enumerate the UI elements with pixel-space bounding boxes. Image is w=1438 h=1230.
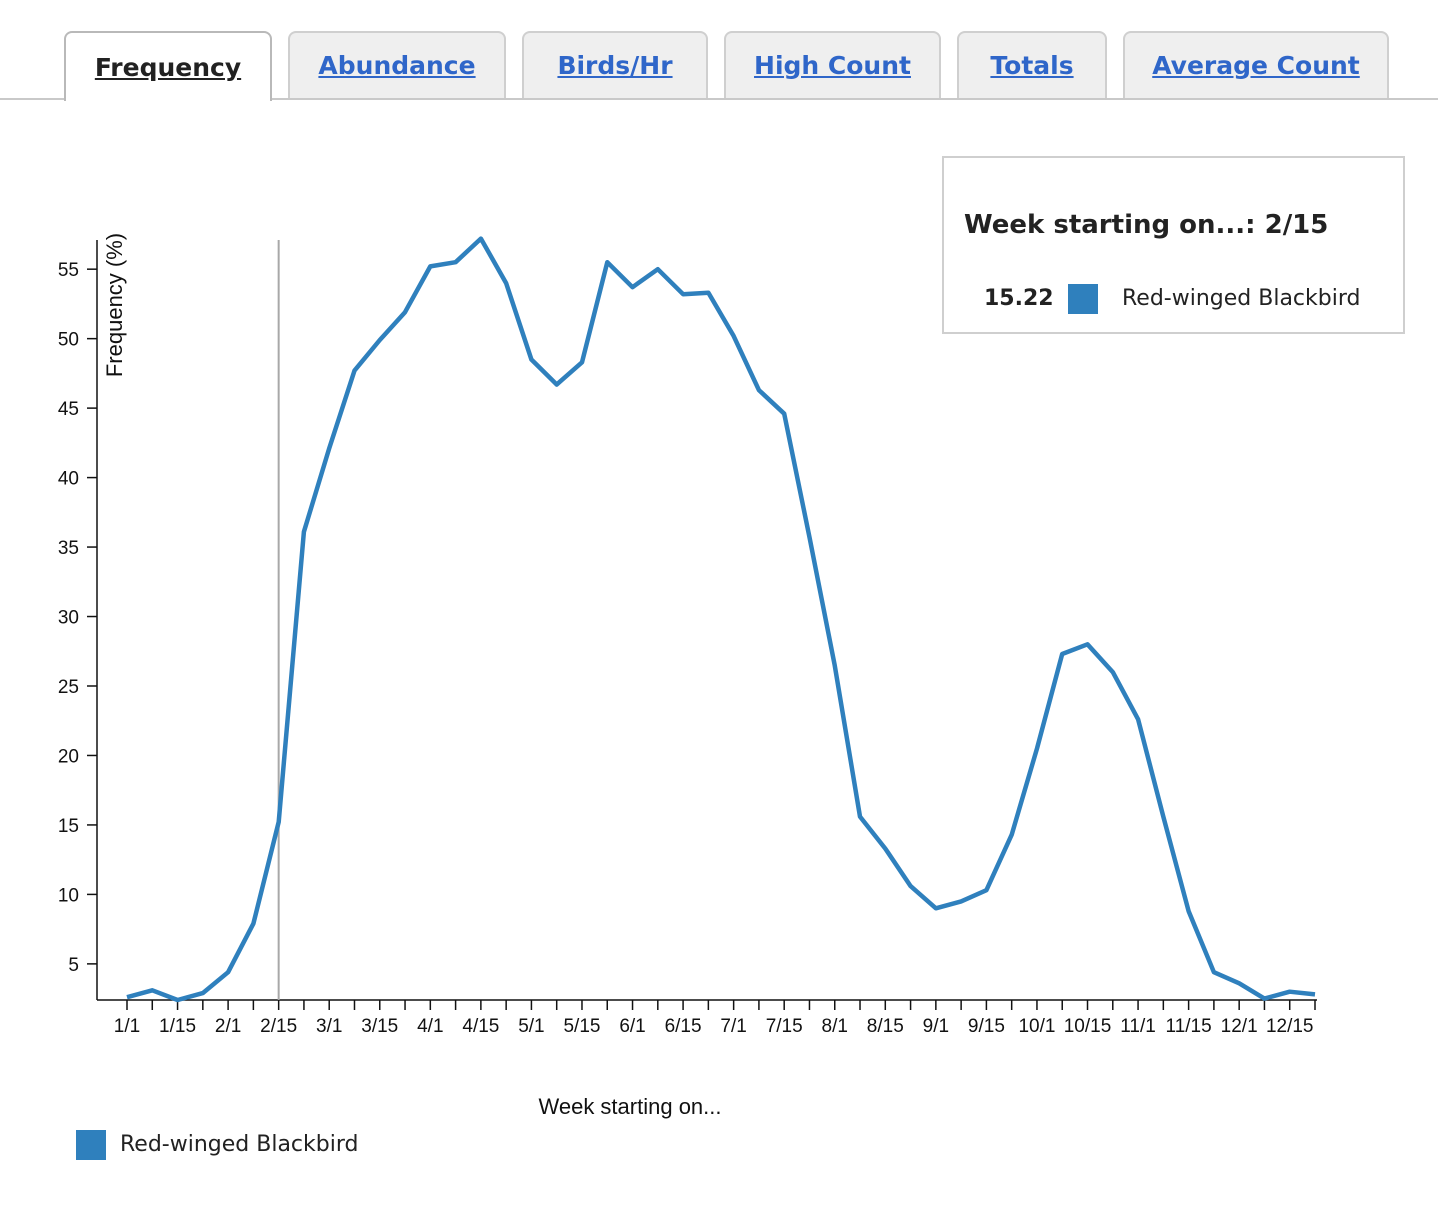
x-tick-label: 3/1 <box>316 1016 342 1037</box>
x-tick-label: 6/15 <box>665 1016 702 1037</box>
tab-frequency[interactable]: Frequency <box>64 31 272 101</box>
x-tick-label: 10/1 <box>1018 1016 1055 1037</box>
tab-high-count[interactable]: High Count <box>724 31 941 98</box>
y-axis-title: Frequency (%) <box>102 233 127 377</box>
x-tick-label: 8/1 <box>822 1016 848 1037</box>
x-tick-label: 11/1 <box>1120 1016 1156 1037</box>
tab-bar: Frequency Abundance Birds/Hr High Count … <box>0 0 1438 101</box>
y-tick-label: 15 <box>58 816 79 837</box>
tab-divider <box>0 98 1438 100</box>
x-tick-label: 10/15 <box>1064 1016 1112 1037</box>
x-tick-label: 6/1 <box>619 1016 645 1037</box>
tooltip-title: Week starting on...: 2/15 <box>964 210 1329 240</box>
y-tick-label: 40 <box>58 469 79 490</box>
hover-tooltip: Week starting on...: 2/15 15.22 Red-wing… <box>942 156 1405 334</box>
tooltip-color-swatch <box>1068 284 1098 314</box>
x-axis-title: Week starting on... <box>538 1094 721 1119</box>
x-tick-label: 7/1 <box>720 1016 746 1037</box>
tooltip-series-name: Red-winged Blackbird <box>1122 286 1361 311</box>
x-tick-label: 3/15 <box>361 1016 398 1037</box>
y-tick-label: 20 <box>58 746 79 767</box>
x-tick-label: 5/1 <box>518 1016 544 1037</box>
x-tick-label: 11/15 <box>1166 1016 1212 1037</box>
x-tick-label: 4/15 <box>462 1016 499 1037</box>
y-tick-label: 10 <box>58 885 79 906</box>
x-tick-label: 12/1 <box>1221 1016 1258 1037</box>
tab-abundance[interactable]: Abundance <box>288 31 506 98</box>
x-tick-label: 1/15 <box>159 1016 196 1037</box>
tab-average-count[interactable]: Average Count <box>1123 31 1389 98</box>
x-tick-label: 2/1 <box>215 1016 241 1037</box>
legend-color-swatch <box>76 1130 106 1160</box>
y-tick-label: 55 <box>58 260 79 281</box>
y-axis: 5 10 15 20 25 30 35 40 45 50 55 <box>58 240 98 1000</box>
y-tick-label: 25 <box>58 677 79 698</box>
x-tick-label: 5/15 <box>563 1016 600 1037</box>
x-tick-label: 4/1 <box>417 1016 443 1037</box>
x-tick-label: 2/15 <box>260 1016 297 1037</box>
x-tick-label: 9/1 <box>923 1016 949 1037</box>
tooltip-value: 15.22 <box>984 286 1054 311</box>
series-line-red-winged-blackbird <box>126 236 1316 1003</box>
y-tick-label: 30 <box>58 608 79 629</box>
tab-totals[interactable]: Totals <box>957 31 1107 98</box>
y-tick-label: 50 <box>58 330 79 351</box>
y-tick-label: 35 <box>58 538 79 559</box>
x-axis: 1/1 1/15 2/1 2/15 3/1 3/15 4/1 4/15 5/1 5/15 6/1 6/… <box>97 999 1317 1037</box>
x-tick-label: 8/15 <box>867 1016 904 1037</box>
legend-label: Red-winged Blackbird <box>120 1132 359 1157</box>
y-tick-label: 5 <box>68 955 79 976</box>
tab-birds-per-hour[interactable]: Birds/Hr <box>522 31 708 98</box>
x-tick-label: 7/15 <box>766 1016 803 1037</box>
x-tick-label: 9/15 <box>968 1016 1005 1037</box>
y-tick-label: 45 <box>58 399 79 420</box>
x-tick-label: 12/15 <box>1266 1016 1314 1037</box>
x-tick-label: 1/1 <box>114 1016 140 1037</box>
